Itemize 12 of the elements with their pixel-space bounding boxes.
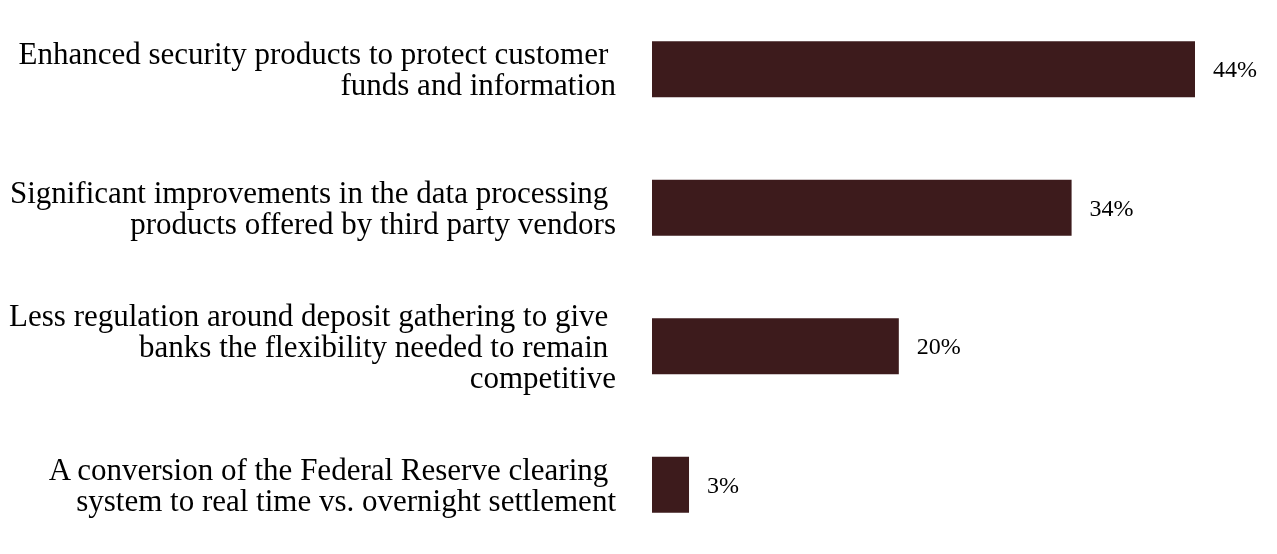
y-tick-label: Less regulation around deposit gathering to give banks the flexibility needed to remain competitive bbox=[9, 297, 616, 395]
bar bbox=[652, 456, 690, 513]
data-label: 3% bbox=[707, 471, 740, 498]
y-tick-label: Enhanced security products to protect customer funds and information bbox=[18, 36, 617, 103]
data-label: 34% bbox=[1089, 194, 1134, 221]
bar bbox=[652, 318, 899, 375]
bar bbox=[652, 41, 1195, 98]
y-tick-label: A conversion of the Federal Reserve clearing system to real time vs. overnight settlement bbox=[48, 451, 617, 518]
data-label: 20% bbox=[916, 333, 961, 360]
data-label: 44% bbox=[1213, 56, 1257, 83]
bar bbox=[652, 179, 1072, 236]
y-tick-label: Significant improvements in the data processing products offered by third party vendors bbox=[9, 174, 616, 241]
